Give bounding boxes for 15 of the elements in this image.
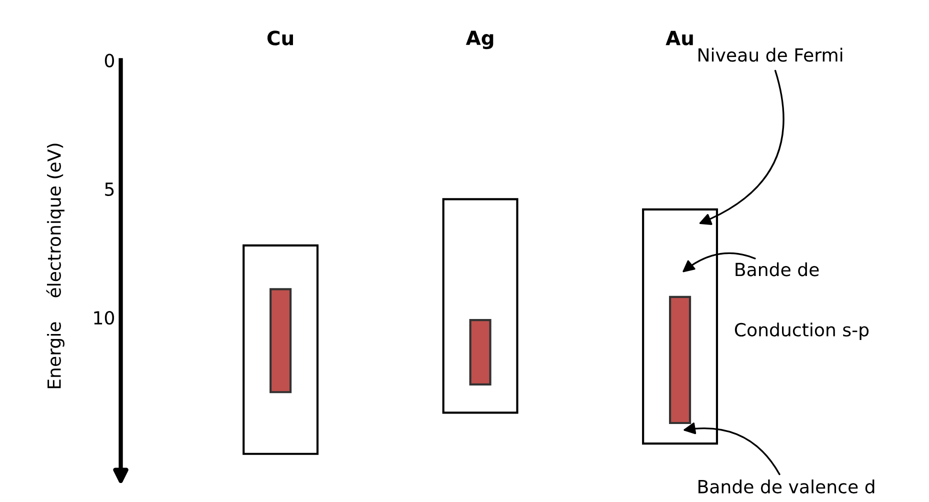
annotation: Conduction s-p <box>734 322 869 340</box>
bar <box>469 319 492 386</box>
bar <box>270 288 292 394</box>
y-tick-label: 0 <box>104 54 114 68</box>
x-tick-label: Ag <box>466 30 494 50</box>
bar <box>442 198 518 414</box>
annotation: Niveau de Fermi <box>698 48 842 62</box>
y-tick-label: 10 <box>94 310 114 325</box>
y-axis-title: Energie électronique (eV) <box>46 144 64 388</box>
y-tick-label: 5 <box>105 182 114 196</box>
x-tick-label: Au <box>666 30 693 46</box>
annotation: Bande de <box>736 262 819 276</box>
bar <box>668 296 692 424</box>
x-tick-label: Cu <box>267 30 293 46</box>
text: Bande de valence d <box>698 480 874 494</box>
